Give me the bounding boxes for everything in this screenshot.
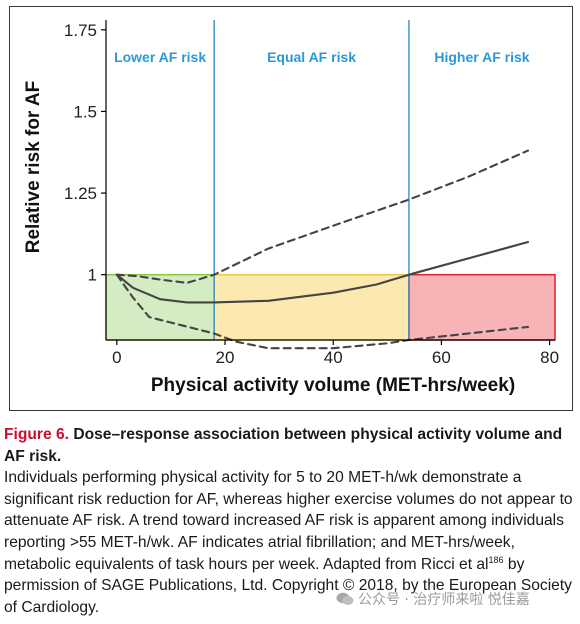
ticks: 0 20 40 60 80 1 1.25 1.5 1.75	[64, 21, 559, 367]
region-3-label: Higher AF risk	[434, 49, 529, 65]
y-tick-label-1: 1.25	[64, 184, 97, 203]
x-axis-title: Physical activity volume (MET-hrs/week)	[151, 375, 515, 396]
watermark-text: 公众号 · 治疗师来啦 悦佳嘉	[358, 592, 530, 608]
axes	[105, 20, 555, 341]
y-axis-title: Relative risk for AF	[23, 81, 44, 253]
figure-frame	[9, 6, 573, 411]
caption-body-end: by permission of SAGE Publications, Ltd.…	[4, 555, 572, 616]
reference-superscript: 186	[488, 554, 504, 565]
series-lines	[115, 149, 530, 350]
figure-number: Figure 6.	[4, 426, 69, 443]
series-line-lower	[115, 273, 530, 350]
caption-body: Individuals performing physical activity…	[4, 469, 573, 573]
region-2-label: Equal AF risk	[267, 49, 356, 65]
x-tick-label-2: 40	[324, 348, 343, 367]
x-tick-label-3: 60	[432, 348, 451, 367]
x-tick-label-1: 20	[216, 348, 235, 367]
watermark: 公众号 · 治疗师来啦 悦佳嘉	[336, 589, 530, 609]
region-1-label: Lower AF risk	[114, 49, 206, 65]
x-tick-label-0: 0	[112, 348, 121, 367]
y-tick-label-0: 1	[88, 266, 97, 285]
x-tick-label-4: 80	[540, 348, 559, 367]
region-1-rect	[105, 273, 215, 341]
region-3-rect	[408, 273, 556, 341]
figure-title: Dose–response association between physic…	[4, 426, 563, 465]
region-labels: Lower AF risk Equal AF risk Higher AF risk	[114, 49, 530, 65]
y-tick-label-3: 1.75	[64, 21, 97, 40]
series-line-upper	[115, 149, 530, 284]
series-line-estimate	[115, 240, 530, 304]
region-boundaries	[213, 20, 410, 340]
chart: 0 20 40 60 80 1 1.25 1.5 1.75 Lower AF risk Equal…	[23, 20, 559, 396]
figure-caption: Figure 6. Dose–response association betw…	[4, 424, 576, 618]
risk-regions	[105, 273, 556, 341]
y-tick-label-2: 1.5	[73, 102, 97, 121]
chat-bubble-icon	[336, 592, 354, 605]
